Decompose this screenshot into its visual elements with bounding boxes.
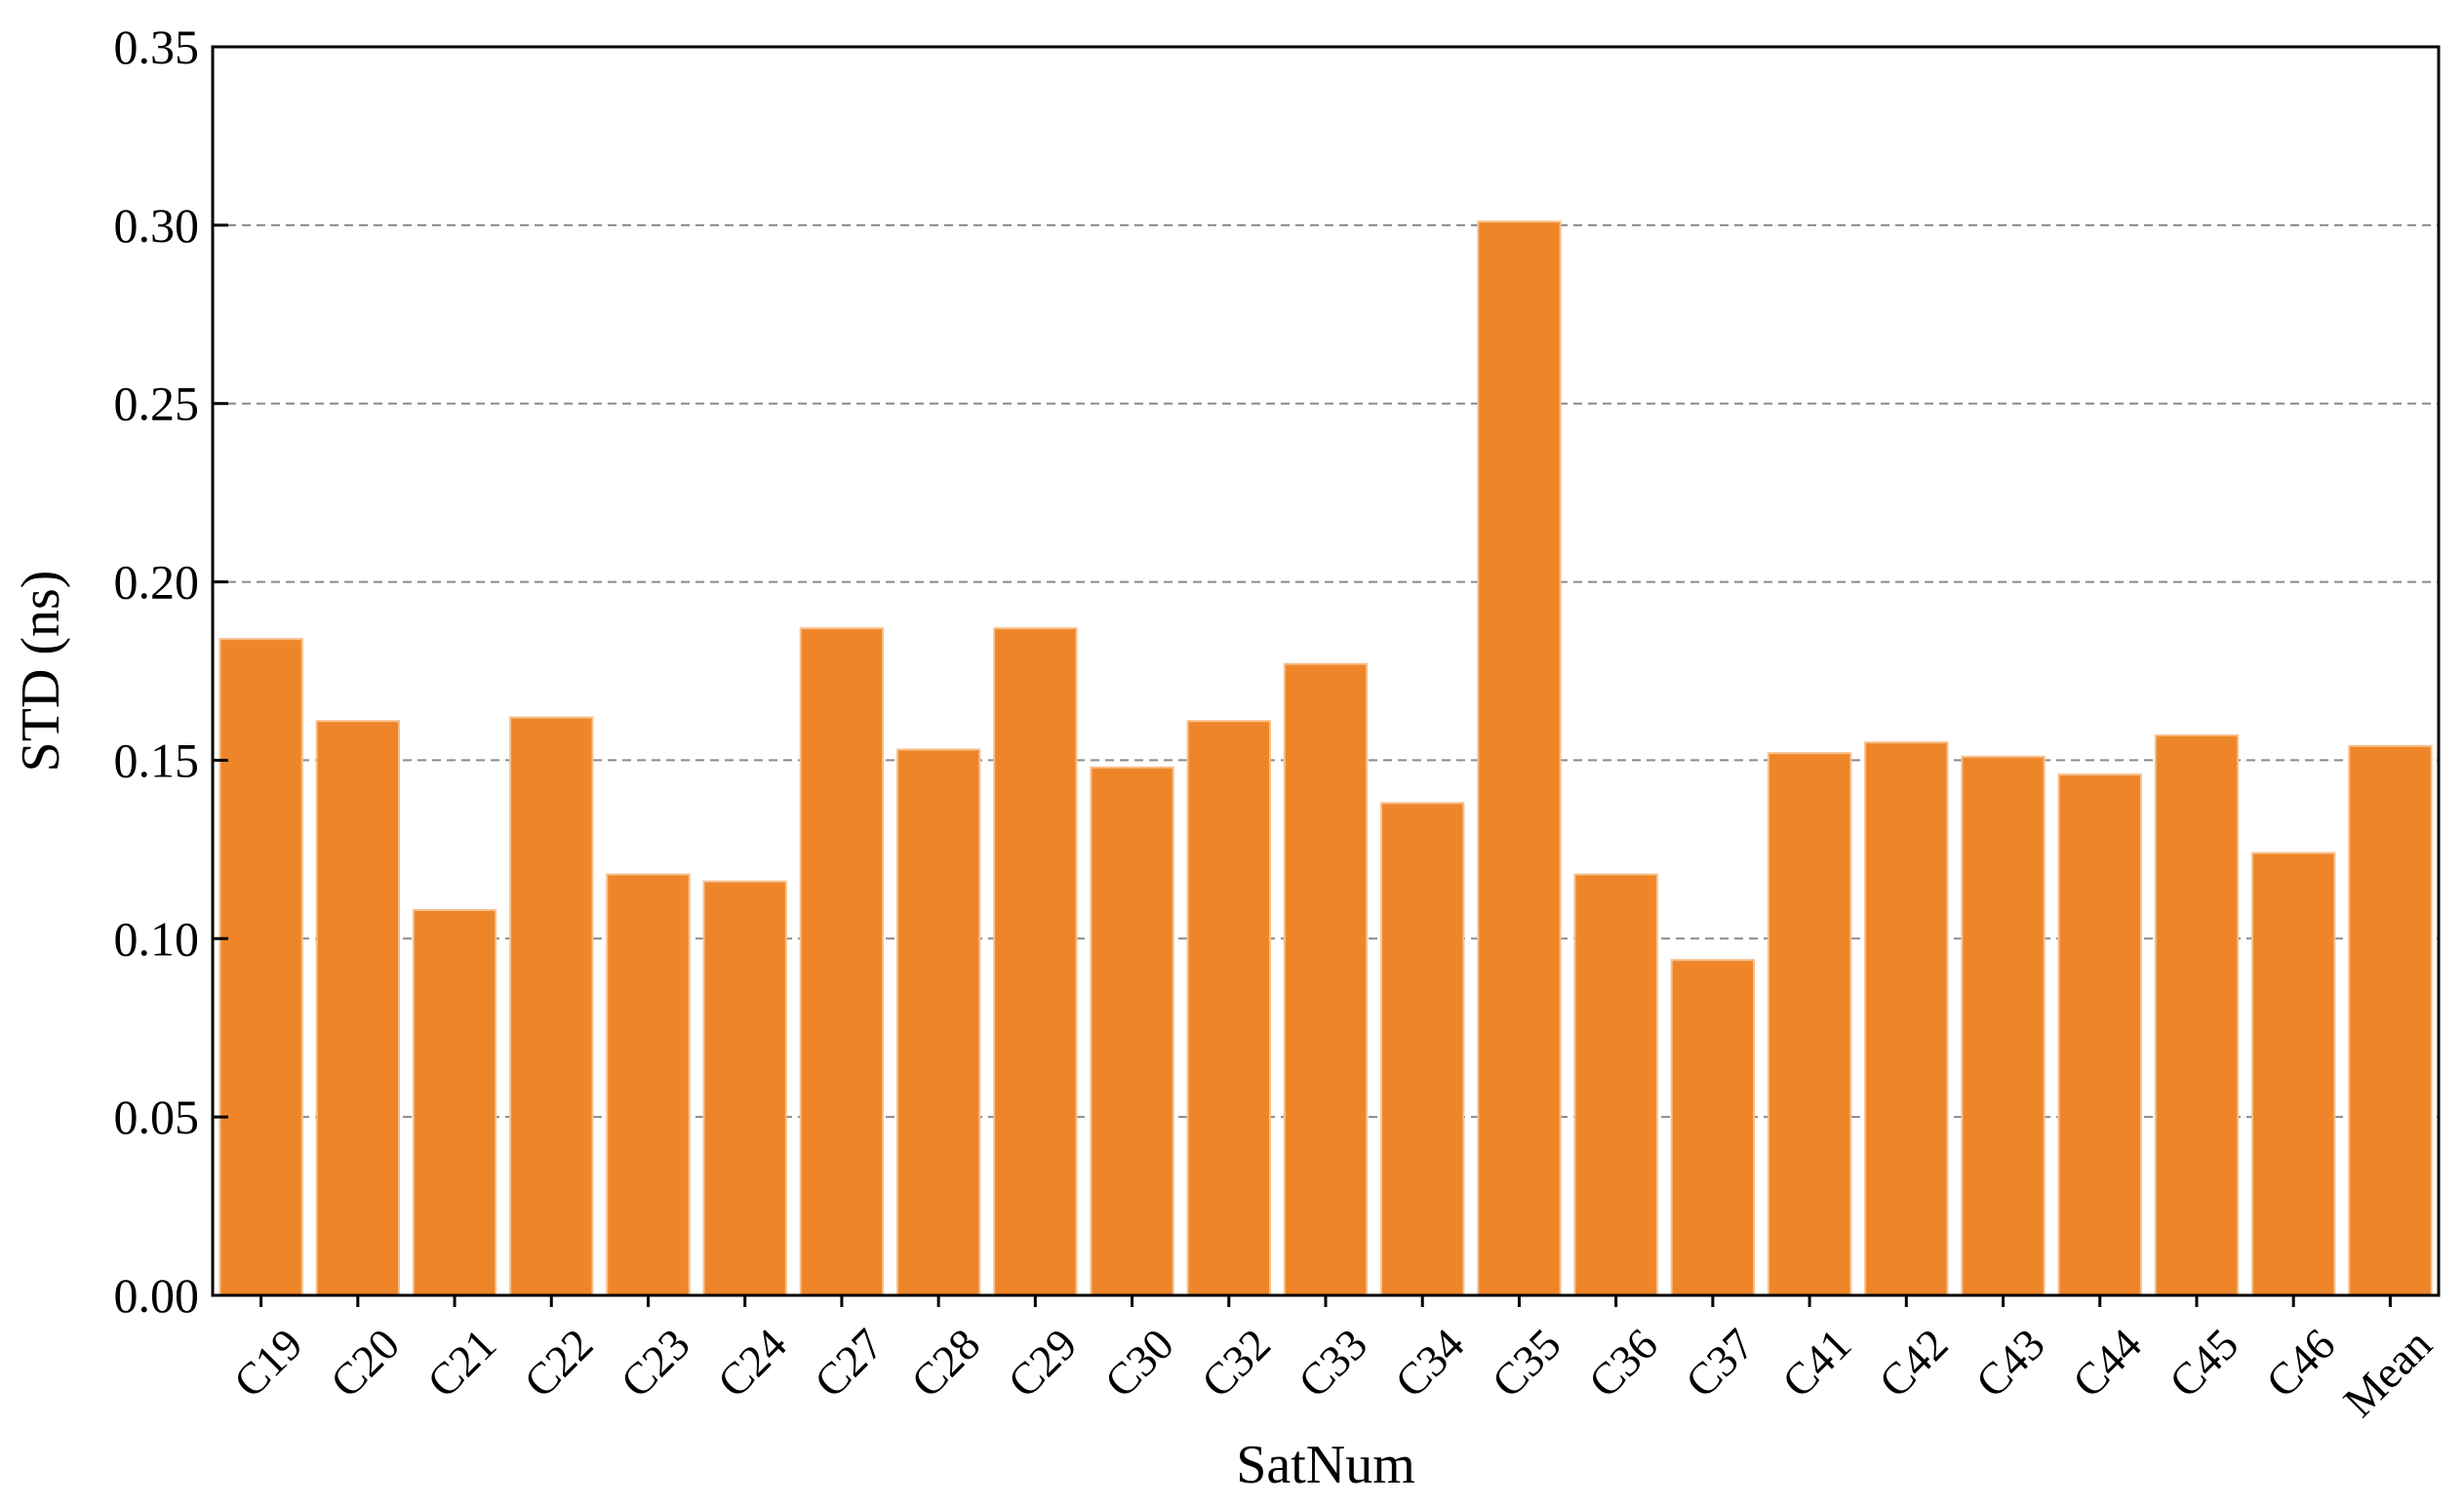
bar-c23 <box>606 873 691 1296</box>
x-tick-label: C35 <box>1482 1319 1570 1407</box>
bar-c33 <box>1283 662 1369 1296</box>
x-tick-label: C33 <box>1289 1319 1376 1407</box>
x-tick-label: C21 <box>417 1319 505 1407</box>
bar-c21 <box>412 909 497 1296</box>
y-tick-label: 0.15 <box>114 733 200 787</box>
bar-c44 <box>2057 773 2142 1296</box>
x-tick-label: C46 <box>2256 1319 2344 1407</box>
x-tick-label: C27 <box>805 1319 893 1407</box>
x-tick-label: C36 <box>1579 1319 1667 1407</box>
y-tick-label: 0.25 <box>114 376 200 431</box>
bar-c36 <box>1573 873 1658 1296</box>
bars <box>219 220 2433 1297</box>
x-tick-label: Mean <box>2334 1319 2442 1426</box>
bar-c30 <box>1090 766 1174 1296</box>
x-tick-label: C42 <box>1869 1319 1957 1407</box>
bar-c35 <box>1477 220 1562 1297</box>
bar-c29 <box>993 627 1078 1296</box>
x-tick-label: C23 <box>611 1319 698 1407</box>
x-tick-label: C29 <box>998 1319 1086 1407</box>
y-tick-label: 0.05 <box>114 1090 200 1144</box>
x-tick-label: C24 <box>708 1319 796 1407</box>
bar-c32 <box>1186 720 1271 1296</box>
bar-c24 <box>702 880 787 1296</box>
x-tick-label: C41 <box>1772 1319 1860 1407</box>
bar-c46 <box>2251 852 2336 1296</box>
x-axis-ticks: C19 C20 C21 C22 C23 C24 C27 C28 C29 C30 C32 C33 C34 C… <box>224 1295 2442 1426</box>
x-tick-label: C22 <box>514 1319 602 1407</box>
x-axis-title: SatNum <box>1236 1435 1415 1495</box>
x-tick-label: C37 <box>1676 1319 1764 1407</box>
x-tick-label: C32 <box>1192 1319 1280 1407</box>
bar-mean <box>2348 744 2433 1296</box>
y-axis-title: STD (ns) <box>11 571 71 773</box>
y-tick-label: 0.20 <box>114 555 200 610</box>
y-tick-label: 0.10 <box>114 911 200 966</box>
bar-c43 <box>1961 755 2046 1296</box>
y-tick-label: 0.00 <box>114 1268 200 1323</box>
y-tick-label: 0.30 <box>114 198 200 253</box>
bar-c45 <box>2154 733 2240 1296</box>
bar-c22 <box>509 716 594 1296</box>
bar-c41 <box>1767 752 1852 1296</box>
bar-c34 <box>1380 802 1465 1296</box>
x-tick-label: C30 <box>1095 1319 1183 1407</box>
x-tick-label: C28 <box>901 1319 989 1407</box>
x-tick-label: C19 <box>224 1319 312 1407</box>
bar-c19 <box>219 638 303 1296</box>
bar-c37 <box>1670 959 1756 1296</box>
y-tick-label: 0.35 <box>114 20 200 74</box>
x-tick-label: C44 <box>2063 1319 2151 1407</box>
x-tick-label: C20 <box>321 1319 409 1407</box>
bar-c27 <box>799 627 885 1296</box>
x-tick-label: C34 <box>1385 1319 1473 1407</box>
bar-c42 <box>1864 741 1949 1296</box>
x-tick-label: C43 <box>1966 1319 2053 1407</box>
bar-c20 <box>315 720 400 1296</box>
x-tick-label: C45 <box>2160 1319 2247 1407</box>
bar-c28 <box>895 748 981 1296</box>
y-axis-ticks: 0.00 0.05 0.10 0.15 0.20 0.25 0.30 0.35 <box>114 20 228 1323</box>
